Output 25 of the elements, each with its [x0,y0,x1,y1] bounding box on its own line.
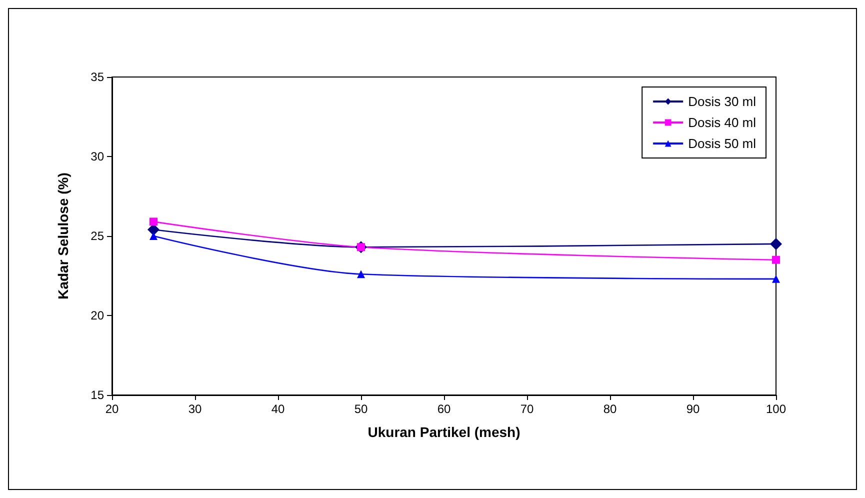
point [770,238,782,250]
y-tick-label: 35 [90,70,104,84]
x-tick-label: 70 [520,402,534,416]
x-tick-label: 90 [686,402,700,416]
point [772,274,780,283]
x-tick-label: 60 [437,402,451,416]
y-axis-title: Kadar Selulose (%) [55,172,71,300]
point [150,218,158,226]
legend-label: Dosis 30 ml [688,94,756,109]
point [150,232,158,240]
y-tick-label: 30 [90,150,104,164]
point [772,256,780,264]
x-tick-label: 40 [271,402,285,416]
y-tick-label: 20 [90,308,104,322]
legend-label: Dosis 50 ml [688,136,756,151]
x-axis-title: Ukuran Partikel (mesh) [368,424,520,440]
x-tick-label: 80 [603,402,617,416]
y-tick-label: 25 [90,229,104,243]
y-tick-label: 15 [90,388,104,402]
x-tick-label: 20 [105,402,119,416]
point [357,270,365,278]
legend-label: Dosis 40 ml [688,115,756,130]
x-tick-label: 50 [354,402,368,416]
x-tick-label: 100 [766,402,786,416]
x-tick-label: 30 [188,402,202,416]
